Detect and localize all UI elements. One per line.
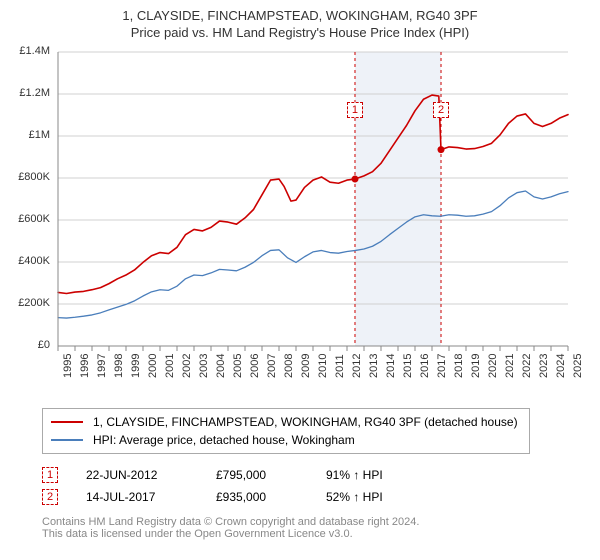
x-tick-label: 2013 <box>368 354 380 378</box>
sale-marker: 1 <box>42 467 58 483</box>
x-tick-label: 2002 <box>181 354 193 378</box>
x-tick-label: 2019 <box>470 354 482 378</box>
sale-marker-label: 1 <box>347 102 363 118</box>
x-tick-label: 2023 <box>538 354 550 378</box>
legend-label: HPI: Average price, detached house, Woki… <box>93 433 355 447</box>
chart-container: 1, CLAYSIDE, FINCHAMPSTEAD, WOKINGHAM, R… <box>0 0 600 560</box>
sale-rows: 1 22-JUN-2012£795,00091% ↑ HPI 2 14-JUL-201… <box>42 464 600 508</box>
x-tick-label: 1999 <box>130 354 142 378</box>
title-line-1: 1, CLAYSIDE, FINCHAMPSTEAD, WOKINGHAM, R… <box>0 0 600 23</box>
y-tick-label: £600K <box>10 213 50 225</box>
x-tick-label: 2018 <box>453 354 465 378</box>
y-tick-label: £800K <box>10 171 50 183</box>
x-tick-label: 2009 <box>300 354 312 378</box>
x-tick-label: 2007 <box>266 354 278 378</box>
sale-date: 14-JUL-2017 <box>86 490 216 504</box>
footer: Contains HM Land Registry data © Crown c… <box>42 516 600 540</box>
y-tick-label: £1.2M <box>10 87 50 99</box>
x-tick-label: 2003 <box>198 354 210 378</box>
sale-date: 22-JUN-2012 <box>86 468 216 482</box>
sale-pct: 52% ↑ HPI <box>326 490 446 504</box>
legend-swatch <box>51 439 83 441</box>
y-tick-label: £0 <box>10 339 50 351</box>
chart-svg <box>10 46 580 386</box>
sale-marker-label: 2 <box>433 102 449 118</box>
legend-row: HPI: Average price, detached house, Woki… <box>51 431 521 449</box>
x-tick-label: 2022 <box>521 354 533 378</box>
sale-row: 2 14-JUL-2017£935,00052% ↑ HPI <box>42 486 600 508</box>
x-tick-label: 2020 <box>487 354 499 378</box>
x-tick-label: 2000 <box>147 354 159 378</box>
x-tick-label: 2006 <box>249 354 261 378</box>
x-tick-label: 2005 <box>232 354 244 378</box>
legend-box: 1, CLAYSIDE, FINCHAMPSTEAD, WOKINGHAM, R… <box>42 408 530 454</box>
sale-price: £795,000 <box>216 468 326 482</box>
x-tick-label: 1998 <box>113 354 125 378</box>
sale-row: 1 22-JUN-2012£795,00091% ↑ HPI <box>42 464 600 486</box>
x-tick-label: 2010 <box>317 354 329 378</box>
y-tick-label: £1.4M <box>10 45 50 57</box>
x-tick-label: 2015 <box>402 354 414 378</box>
sale-price: £935,000 <box>216 490 326 504</box>
x-tick-label: 2011 <box>334 354 346 378</box>
chart-plot-area: £0 £200K £400K £600K £800K £1M £1.2M £1.4M 1995 1… <box>10 46 580 396</box>
sale-marker: 2 <box>42 489 58 505</box>
x-tick-label: 2024 <box>555 354 567 378</box>
x-tick-label: 2014 <box>385 354 397 378</box>
y-tick-label: £400K <box>10 255 50 267</box>
x-tick-label: 2016 <box>419 354 431 378</box>
title-line-2: Price paid vs. HM Land Registry's House … <box>0 23 600 46</box>
x-tick-label: 1996 <box>79 354 91 378</box>
x-tick-label: 2008 <box>283 354 295 378</box>
sale-pct: 91% ↑ HPI <box>326 468 446 482</box>
footer-line-1: Contains HM Land Registry data © Crown c… <box>42 516 600 528</box>
legend-row: 1, CLAYSIDE, FINCHAMPSTEAD, WOKINGHAM, R… <box>51 413 521 431</box>
y-tick-label: £200K <box>10 297 50 309</box>
x-tick-label: 2021 <box>504 354 516 378</box>
x-tick-label: 2004 <box>215 354 227 378</box>
x-tick-label: 2025 <box>572 354 584 378</box>
x-tick-label: 2017 <box>436 354 448 378</box>
x-tick-label: 1997 <box>96 354 108 378</box>
footer-line-2: This data is licensed under the Open Gov… <box>42 528 600 540</box>
x-tick-label: 2001 <box>164 354 176 378</box>
x-tick-label: 1995 <box>62 354 74 378</box>
legend-swatch <box>51 421 83 423</box>
y-tick-label: £1M <box>10 129 50 141</box>
x-tick-label: 2012 <box>351 354 363 378</box>
legend-label: 1, CLAYSIDE, FINCHAMPSTEAD, WOKINGHAM, R… <box>93 415 518 429</box>
